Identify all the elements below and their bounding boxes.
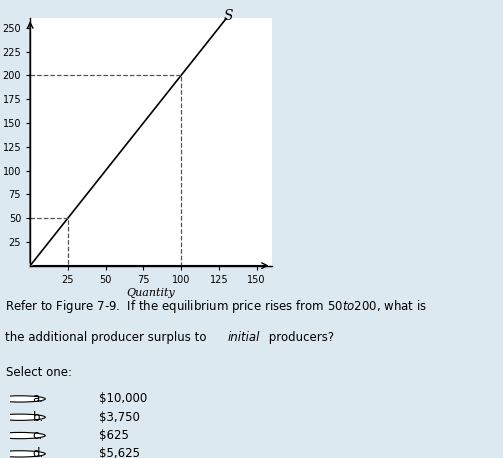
Text: the additional producer surplus to: the additional producer surplus to [5,331,210,344]
Circle shape [0,396,45,402]
Text: initial: initial [227,331,260,344]
Text: $3,750: $3,750 [99,411,140,424]
Text: producers?: producers? [265,331,334,344]
Text: a.: a. [33,393,44,405]
Text: S: S [223,9,233,23]
Text: $10,000: $10,000 [99,393,147,405]
Text: $625: $625 [99,429,129,442]
Circle shape [0,414,45,420]
Text: Refer to Figure 7-9.  If the equilibrium price rises from $50 to $200, what is: Refer to Figure 7-9. If the equilibrium … [5,298,427,315]
Text: Select one:: Select one: [6,365,71,379]
Circle shape [0,432,45,439]
Text: d.: d. [33,447,44,458]
Circle shape [0,451,45,457]
Text: $5,625: $5,625 [99,447,140,458]
Text: c.: c. [33,429,43,442]
X-axis label: Quantity: Quantity [127,288,175,298]
Text: b.: b. [33,411,44,424]
